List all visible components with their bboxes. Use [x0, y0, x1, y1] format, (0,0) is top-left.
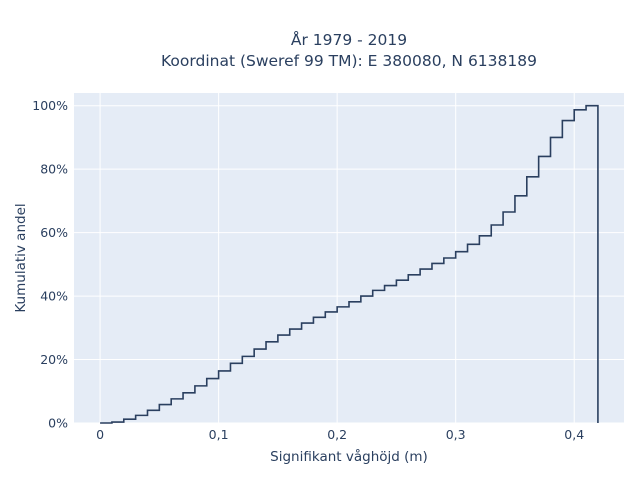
y-tick-label: 0% — [48, 416, 68, 431]
y-tick-label: 100% — [32, 98, 68, 113]
x-tick-label: 0 — [96, 427, 104, 442]
chart-title-line-2: Koordinat (Sweref 99 TM): E 380080, N 61… — [161, 52, 537, 70]
x-tick-label: 0,3 — [446, 427, 466, 442]
x-tick-label: 0,4 — [564, 427, 584, 442]
y-axis-title: Kumulativ andel — [13, 203, 29, 312]
y-tick-label: 20% — [40, 352, 68, 367]
x-axis-title: Signifikant våghöjd (m) — [270, 448, 428, 465]
y-tick-label: 40% — [40, 289, 68, 304]
y-axis-ticks: 0% 20% 40% 60% 80% 100% — [32, 98, 68, 430]
y-tick-label: 60% — [40, 225, 68, 240]
chart-title-line-1: År 1979 - 2019 — [291, 30, 407, 49]
grid-lines — [74, 93, 624, 424]
x-tick-label: 0,2 — [327, 427, 347, 442]
cumulative-step-line — [100, 104, 599, 424]
x-axis-ticks: 0 0,1 0,2 0,3 0,4 — [96, 427, 584, 442]
plot-area — [74, 93, 624, 423]
x-tick-label: 0,1 — [209, 427, 229, 442]
y-tick-label: 80% — [40, 162, 68, 177]
